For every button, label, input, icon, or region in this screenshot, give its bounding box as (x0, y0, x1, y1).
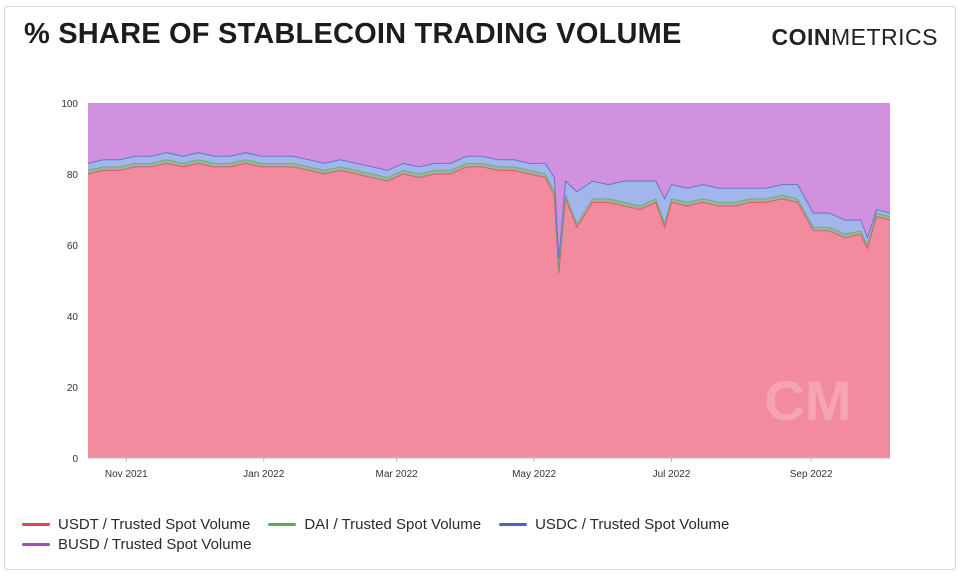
legend: USDT / Trusted Spot Volume DAI / Trusted… (22, 514, 922, 554)
legend-item-usdc[interactable]: USDC / Trusted Spot Volume (499, 514, 729, 534)
x-tick-label: May 2022 (512, 469, 556, 480)
brand-logo: COINMETRICS (772, 24, 939, 51)
x-tick-label: Nov 2021 (105, 469, 148, 480)
y-tick-label: 80 (67, 170, 79, 181)
legend-item-busd[interactable]: BUSD / Trusted Spot Volume (22, 534, 922, 554)
legend-swatch-usdt (22, 522, 50, 526)
legend-label-usdt: USDT / Trusted Spot Volume (58, 515, 251, 533)
chart-card (4, 6, 956, 570)
line-series-dai (87, 159, 891, 270)
y-tick-label: 40 (67, 312, 79, 323)
y-tick-label: 0 (72, 454, 78, 465)
line-series-usdt (87, 162, 891, 274)
y-tick-label: 20 (67, 383, 79, 394)
legend-swatch-busd (22, 542, 50, 546)
x-tick-label: Mar 2022 (376, 469, 419, 480)
x-tick-label: Jan 2022 (243, 469, 285, 480)
brand-logo-regular: METRICS (831, 24, 938, 50)
legend-label-usdc: USDC / Trusted Spot Volume (535, 515, 730, 533)
watermark-logo: CM (764, 369, 851, 432)
y-tick-label: 60 (67, 241, 79, 252)
legend-label-dai: DAI / Trusted Spot Volume (304, 515, 482, 533)
brand-logo-bold: COIN (771, 24, 831, 50)
x-tick-label: Sep 2022 (790, 469, 833, 480)
legend-label-busd: BUSD / Trusted Spot Volume (58, 535, 252, 553)
line-series-usdc (87, 152, 891, 260)
area-series-usdt (88, 163, 890, 458)
legend-swatch-usdc (499, 522, 528, 526)
y-tick-label: 100 (61, 99, 78, 110)
x-tick-label: Jul 2022 (653, 469, 691, 480)
legend-item-usdt[interactable]: USDT / Trusted Spot Volume (22, 514, 250, 534)
area-series-busd (88, 103, 890, 260)
legend-item-dai[interactable]: DAI / Trusted Spot Volume (268, 514, 481, 534)
legend-swatch-dai (268, 522, 297, 526)
chart-title: % SHARE OF STABLECOIN TRADING VOLUME (24, 18, 682, 50)
